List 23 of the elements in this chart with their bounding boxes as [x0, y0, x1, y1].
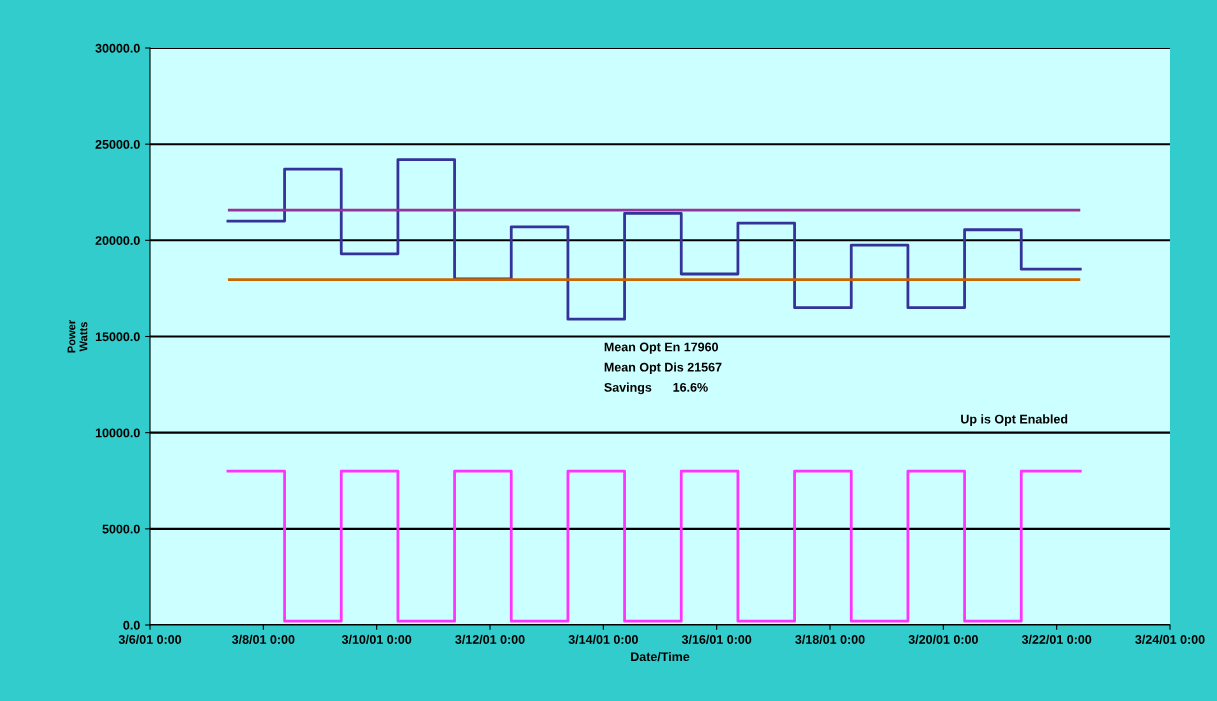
- x-tick-label: 3/14/01 0:00: [568, 634, 638, 645]
- annotation: Mean Opt En 17960: [604, 342, 719, 354]
- y-tick-label: 25000.0: [95, 139, 140, 149]
- annotation: Up is Opt Enabled: [961, 414, 1068, 426]
- x-tick-label: 3/18/01 0:00: [795, 634, 865, 645]
- x-tick-label: 3/8/01 0:00: [232, 634, 295, 645]
- x-tick-label: 3/10/01 0:00: [341, 634, 412, 645]
- y-tick-label: 30000.0: [95, 43, 140, 53]
- x-tick-label: 3/24/01 0:00: [1135, 634, 1205, 645]
- annotation: Savings 16.6%: [604, 382, 708, 395]
- x-tick-label: 3/6/01 0:00: [118, 634, 182, 645]
- y-axis-title: Power Watts: [67, 320, 88, 353]
- x-axis-title: Date/Time: [631, 651, 690, 662]
- x-tick-label: 3/16/01 0:00: [681, 634, 752, 645]
- y-tick-label: 0.0: [123, 620, 140, 630]
- x-tick-label: 3/20/01 0:00: [908, 634, 978, 645]
- x-tick-label: 3/12/01 0:00: [455, 634, 525, 645]
- y-tick-label: 10000.0: [95, 428, 140, 438]
- y-tick-label: 5000.0: [102, 524, 140, 534]
- annotation: Mean Opt Dis 21567: [604, 362, 722, 375]
- y-tick-label: 15000.0: [95, 332, 140, 342]
- x-tick-label: 3/22/01 0:00: [1021, 634, 1092, 645]
- y-tick-label: 20000.0: [95, 236, 140, 245]
